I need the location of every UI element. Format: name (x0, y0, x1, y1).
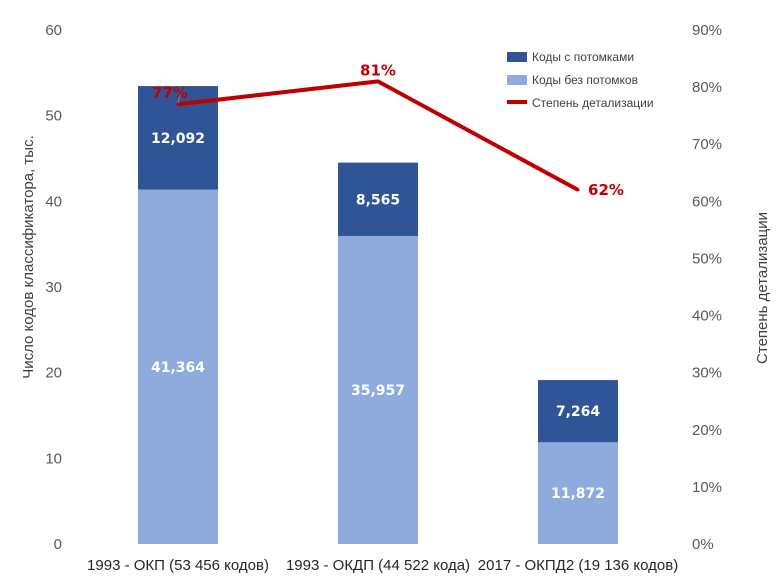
bar-segment (138, 189, 218, 544)
y-tick-label: 10 (45, 450, 62, 467)
detail-line-label: 62% (588, 181, 624, 199)
y2-tick-label: 30% (692, 365, 722, 382)
right-axis-ticks: 0% 10% 20% 30% 40% 50% 60% 70% 80% 90% (692, 22, 722, 553)
x-category-label: 1993 - ОКДП (44 522 кода) (286, 557, 470, 574)
y-tick-label: 30 (45, 279, 62, 296)
y2-tick-label: 80% (692, 79, 722, 96)
bar-segment (338, 235, 418, 544)
legend: Коды с потомками Коды без потомков Степе… (507, 50, 654, 110)
bar-value-label: 12,092 (151, 131, 205, 147)
legend-label-with-children: Коды с потомками (532, 50, 634, 64)
y2-tick-label: 90% (692, 22, 722, 39)
y2-axis-title: Степень детализации (754, 212, 771, 364)
y-axis-title: Число кодов классификатора, тыс. (20, 135, 37, 379)
detail-label-leader-line (177, 93, 181, 104)
detail-line-label: 81% (360, 61, 396, 79)
bars-layer (138, 86, 618, 544)
y2-tick-label: 70% (692, 136, 722, 153)
bar-value-label: 41,364 (151, 360, 205, 376)
bar-value-label: 8,565 (356, 192, 400, 208)
bar-value-label: 11,872 (551, 486, 605, 502)
y2-tick-label: 40% (692, 308, 722, 325)
bar-value-label: 7,264 (556, 404, 601, 420)
detail-line-label: 77% (152, 84, 188, 102)
y-tick-label: 60 (45, 22, 62, 39)
legend-swatch-without-children (507, 75, 527, 85)
legend-label-without-children: Коды без потомков (532, 73, 638, 87)
legend-swatch-with-children (507, 52, 527, 62)
y-tick-label: 0 (54, 536, 62, 553)
bar-segment (338, 162, 418, 236)
y2-tick-label: 10% (692, 479, 722, 496)
legend-label-detail: Степень детализации (532, 96, 654, 110)
y2-tick-label: 50% (692, 250, 722, 267)
x-category-label: 1993 - ОКП (53 456 кодов) (87, 557, 269, 574)
left-axis-ticks: 0 10 20 30 40 50 60 (45, 22, 62, 553)
y-tick-label: 40 (45, 193, 62, 210)
y2-tick-label: 0% (692, 536, 714, 553)
labels-layer: 41,364 12,092 35,957 8,565 11,872 7,264 77% 81%… (151, 61, 624, 502)
detail-line-point (176, 102, 180, 106)
bar-segment (538, 442, 618, 544)
x-category-label: 2017 - ОКПД2 (19 136 кодов) (478, 557, 678, 574)
y-tick-label: 20 (45, 365, 62, 382)
category-axis-ticks: 1993 - ОКП (53 456 кодов) 1993 - ОКДП (44… (87, 557, 678, 574)
detail-line-point (376, 79, 380, 83)
detail-line-point (576, 188, 580, 192)
y2-tick-label: 60% (692, 193, 722, 210)
y2-tick-label: 20% (692, 422, 722, 439)
bar-segment (538, 380, 618, 443)
line-layer (176, 79, 580, 192)
bar-value-label: 35,957 (351, 383, 405, 399)
y-tick-label: 50 (45, 108, 62, 125)
